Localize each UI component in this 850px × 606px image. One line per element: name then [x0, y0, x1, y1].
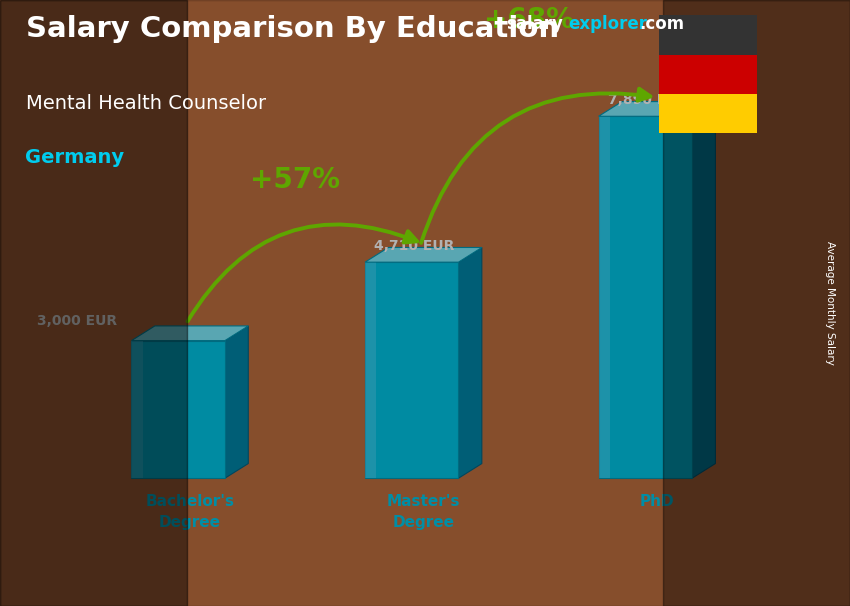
- Polygon shape: [132, 341, 225, 478]
- Polygon shape: [692, 102, 716, 478]
- Polygon shape: [365, 262, 458, 478]
- Text: 7,890 EUR: 7,890 EUR: [608, 93, 688, 107]
- Text: Salary Comparison By Education: Salary Comparison By Education: [26, 15, 558, 43]
- Polygon shape: [598, 102, 716, 116]
- Text: 3,000 EUR: 3,000 EUR: [37, 314, 117, 328]
- Text: Master's
Degree: Master's Degree: [387, 494, 460, 530]
- Text: +57%: +57%: [251, 165, 340, 193]
- Polygon shape: [132, 341, 143, 478]
- Bar: [659, 15, 756, 55]
- Polygon shape: [365, 262, 377, 478]
- Text: explorer: explorer: [568, 15, 647, 33]
- Text: Germany: Germany: [26, 148, 125, 167]
- Polygon shape: [598, 116, 692, 478]
- Polygon shape: [458, 247, 482, 478]
- Polygon shape: [225, 326, 248, 478]
- Text: Mental Health Counselor: Mental Health Counselor: [26, 94, 265, 113]
- Text: PhD: PhD: [640, 494, 674, 509]
- Text: 4,710 EUR: 4,710 EUR: [374, 239, 455, 253]
- Text: salary: salary: [506, 15, 563, 33]
- Text: Average Monthly Salary: Average Monthly Salary: [824, 241, 835, 365]
- Polygon shape: [365, 247, 482, 262]
- Bar: [659, 55, 756, 94]
- Text: .com: .com: [639, 15, 684, 33]
- Text: Bachelor's
Degree: Bachelor's Degree: [145, 494, 235, 530]
- Polygon shape: [598, 116, 609, 478]
- Polygon shape: [132, 326, 248, 341]
- Text: +68%: +68%: [484, 6, 574, 34]
- Bar: [659, 94, 756, 133]
